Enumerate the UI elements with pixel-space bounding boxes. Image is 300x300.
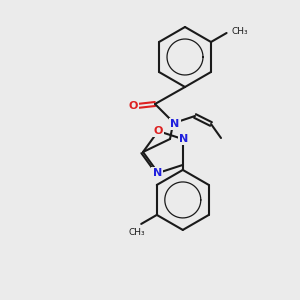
Text: CH₃: CH₃ bbox=[129, 228, 146, 237]
Text: N: N bbox=[153, 168, 162, 178]
Text: CH₃: CH₃ bbox=[232, 28, 248, 37]
Text: O: O bbox=[154, 126, 163, 136]
Text: N: N bbox=[179, 134, 188, 144]
Text: O: O bbox=[128, 101, 138, 111]
Text: N: N bbox=[170, 119, 180, 129]
